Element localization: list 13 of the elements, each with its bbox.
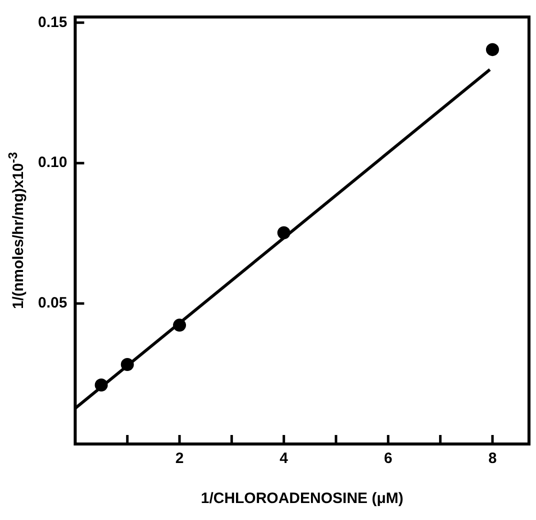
x-tick-label: 6 [384,450,392,468]
point [94,378,108,392]
point [486,43,499,56]
x-tick-label: 8 [488,450,497,468]
y-tick-label: 0.10 [38,154,68,172]
x-tick-label: 2 [175,450,184,468]
point [277,226,290,240]
point [173,318,186,332]
y-tick-label: 0.05 [38,294,68,312]
x-axis-title: 1/CHLOROADENOSINE (μM) [200,490,404,508]
x-tick-label: 4 [280,450,289,468]
point [120,358,134,371]
y-tick-label: 0.15 [38,14,68,31]
